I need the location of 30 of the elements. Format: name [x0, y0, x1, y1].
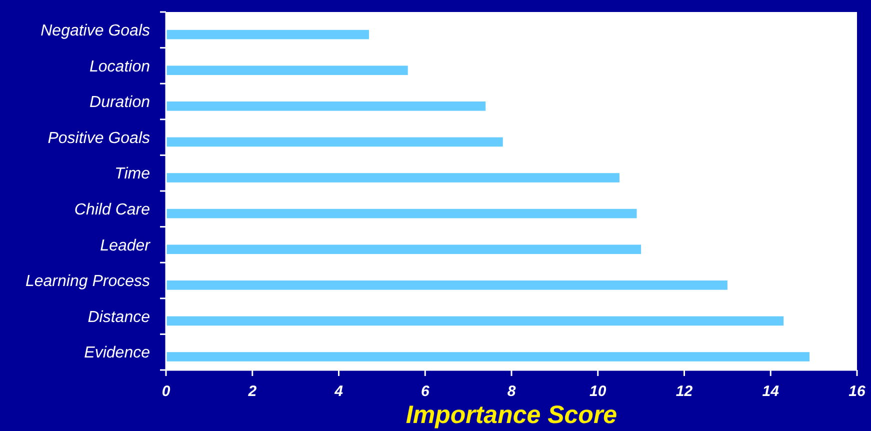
- bar: [166, 102, 486, 111]
- x-tick-label: 12: [676, 383, 694, 400]
- x-tick-label: 4: [334, 383, 344, 400]
- x-tick-label: 8: [507, 383, 516, 400]
- bar: [166, 316, 784, 326]
- x-tick-label: 2: [247, 383, 258, 400]
- y-tick-label: Learning Process: [25, 273, 150, 290]
- y-tick-label: Positive Goals: [48, 130, 150, 147]
- x-tick-label: 16: [848, 383, 866, 400]
- x-axis-title: Importance Score: [406, 401, 618, 429]
- bar: [166, 30, 369, 40]
- y-tick-label: Duration: [90, 94, 150, 112]
- bar: [166, 208, 637, 218]
- x-tick-label: 6: [420, 383, 430, 400]
- bar: [166, 66, 408, 76]
- y-tick-label: Negative Goals: [40, 22, 150, 40]
- y-tick-label: Evidence: [84, 344, 150, 362]
- bar: [166, 352, 810, 362]
- y-tick-label: Child Care: [74, 202, 150, 218]
- x-tick-label: 14: [762, 383, 780, 400]
- bar: [166, 244, 642, 254]
- y-tick-label: Location: [90, 58, 150, 76]
- x-tick-label: 0: [162, 383, 171, 400]
- y-tick-label: Time: [114, 166, 150, 183]
- x-tick-label: 10: [590, 383, 607, 400]
- y-tick-label: Leader: [100, 237, 151, 254]
- y-tick-label: Distance: [88, 308, 150, 326]
- bar: [166, 280, 728, 290]
- bar: [166, 137, 503, 147]
- bar: [166, 173, 620, 182]
